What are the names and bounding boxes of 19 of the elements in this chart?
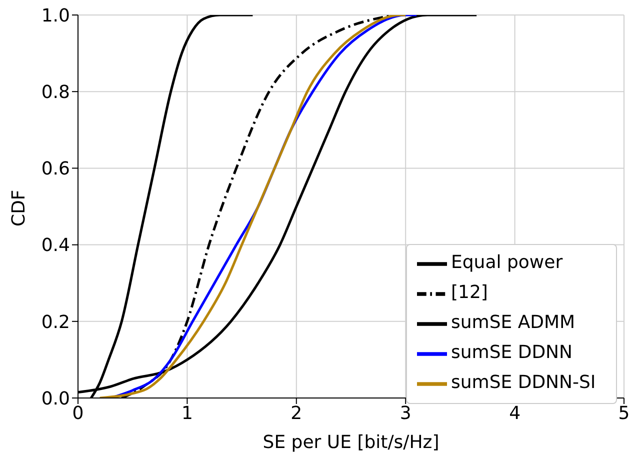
x-tick-label: 5 (618, 402, 630, 424)
y-tick-label: 0.6 (41, 158, 70, 180)
y-tick-label: 0.4 (41, 235, 70, 256)
legend-label: sumSE DDNN (451, 342, 572, 364)
y-axis-title: CDF (8, 190, 30, 226)
y-tick-label: 1.0 (41, 5, 70, 26)
legend-label: [12] (451, 282, 488, 304)
legend-label: Equal power (451, 252, 563, 274)
x-tick-label: 1 (181, 402, 193, 424)
y-tick-label: 0.8 (41, 82, 70, 103)
legend-label: sumSE ADMM (451, 312, 576, 334)
y-tick-label: 0.0 (41, 388, 70, 410)
x-axis-title: SE per UE [bit/s/Hz] (262, 432, 440, 453)
x-tick-label: 3 (400, 402, 412, 424)
legend-label: sumSE DDNN-SI (451, 372, 596, 394)
x-tick-label: 0 (72, 402, 84, 424)
x-tick-label: 4 (509, 402, 521, 424)
x-tick-label: 2 (290, 402, 302, 424)
y-tick-label: 0.2 (41, 312, 70, 333)
